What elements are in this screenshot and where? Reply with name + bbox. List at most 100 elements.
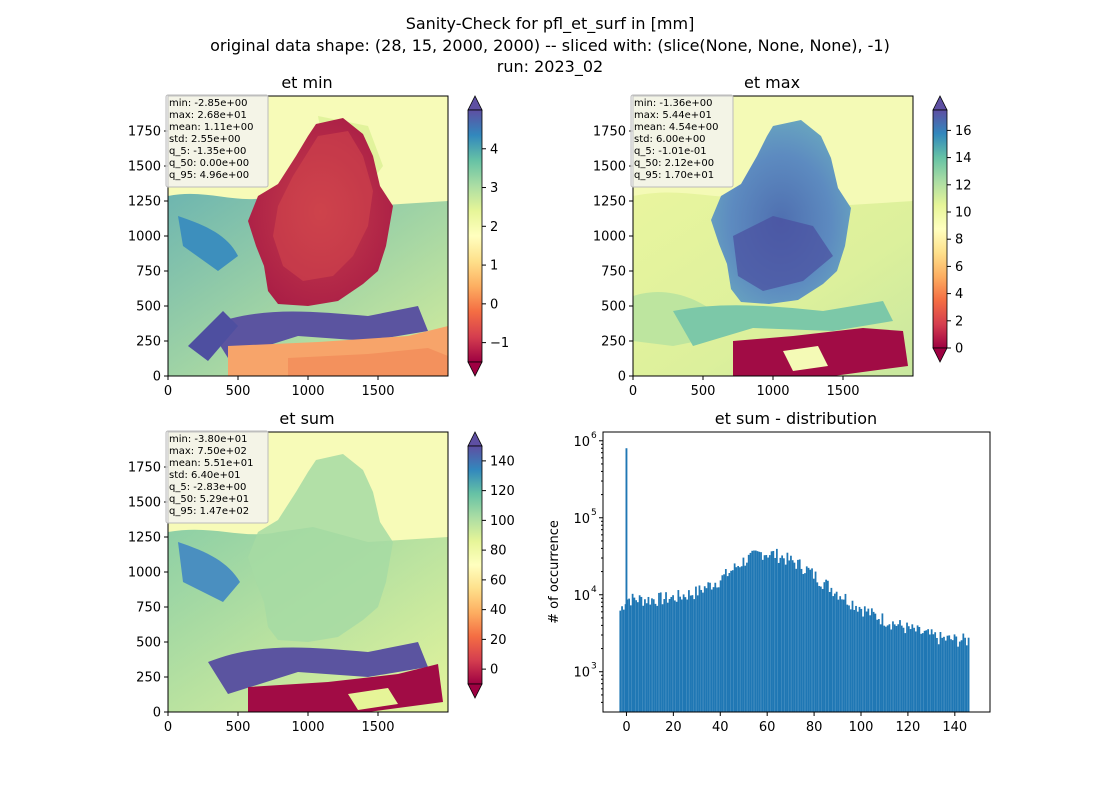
panel-title: et sum (279, 409, 334, 428)
alps-band (673, 301, 893, 346)
histogram-bar (768, 555, 771, 712)
histogram-bar (672, 595, 674, 712)
histogram-bar (684, 597, 687, 712)
colorbar-tick-label: 12 (955, 178, 972, 193)
histogram-bar (730, 570, 732, 712)
histogram-bar (635, 600, 638, 712)
alps-west (188, 311, 238, 361)
colorbar-tick-label: −1 (490, 336, 509, 351)
stats-line: max: 5.44e+01 (634, 110, 712, 121)
histogram-bar (805, 566, 808, 712)
histogram-bar (717, 587, 720, 712)
histogram-bar (651, 598, 653, 712)
histogram-bar (930, 629, 933, 712)
heatmap-image (168, 96, 448, 376)
histogram-bar (913, 627, 915, 712)
histogram-bar (958, 641, 961, 712)
histogram-bar (688, 590, 690, 712)
y-tick-label: 1500 (593, 160, 626, 175)
histogram-bar (659, 592, 662, 712)
y-tick-exponent: 5 (591, 508, 597, 518)
stats-line: std: 6.40e+01 (169, 470, 241, 481)
histogram-bar (839, 596, 842, 712)
y-tick-label: 1000 (128, 566, 161, 581)
y-tick-label: 250 (136, 335, 161, 350)
histogram-bar (902, 627, 905, 712)
histogram-bar (862, 616, 864, 712)
histogram-bar (739, 567, 741, 712)
histogram-bar (883, 625, 886, 712)
histogram-bar (950, 639, 952, 712)
histogram-bar (828, 591, 831, 712)
histogram-bar (779, 557, 782, 712)
colorbar-tick-label: 2 (490, 220, 498, 235)
y-tick-label: 10 (573, 435, 590, 450)
colorbar-gradient (932, 109, 948, 349)
panel-et-sum: et sum 0 500 1000 1500 02505007501000125015… (128, 409, 515, 735)
histogram-bar (823, 582, 826, 712)
y-tick-label: 10 (573, 666, 590, 681)
histogram-bar (702, 592, 704, 712)
colorbar-extend-min (932, 347, 948, 363)
y-tick-label: 500 (136, 300, 161, 315)
y-tick-label: 1750 (593, 125, 626, 140)
histogram-bar (853, 609, 856, 712)
stats-line: q_50: 0.00e+00 (169, 158, 249, 169)
y-tick-label: 1000 (128, 230, 161, 245)
panel-title: et max (744, 73, 800, 92)
histogram-bar (802, 574, 805, 712)
y-tick-label: 500 (601, 300, 626, 315)
y-tick-label: 1250 (128, 195, 161, 210)
histogram-bar (637, 602, 639, 712)
colorbar-tick-label: 4 (490, 142, 498, 157)
x-tick-label: 0 (164, 720, 172, 735)
colorbar-tick-label: 16 (955, 124, 972, 139)
histogram-bar (846, 604, 849, 712)
histogram-bar (897, 624, 900, 712)
germany-region (248, 454, 393, 642)
colorbar-tick-label: 14 (955, 151, 972, 166)
histogram-bar (858, 606, 861, 712)
colorbar-tick-label: 140 (490, 454, 515, 469)
histogram-bar (665, 592, 667, 712)
histogram-bar (937, 644, 940, 712)
histogram-bar (835, 591, 838, 712)
histogram-bar (710, 589, 713, 712)
histogram-bar (907, 626, 910, 712)
histogram-bar (848, 605, 850, 712)
histogram-bar (909, 629, 912, 712)
histogram-bar (705, 588, 708, 712)
stats-line: std: 2.55e+00 (169, 134, 241, 145)
histogram-bar (939, 632, 942, 712)
histogram-bar (890, 629, 893, 712)
stats-line: q_95: 4.96e+00 (169, 170, 249, 181)
histogram-bar (819, 586, 822, 712)
stats-line: max: 7.50e+02 (169, 446, 247, 457)
x-tick-label: 500 (226, 720, 251, 735)
panel-title: et min (281, 73, 332, 92)
histogram-bar (925, 630, 928, 712)
x-axis: 0 20 40 60 80 100 120 140 (622, 712, 967, 735)
histogram-bar (953, 634, 956, 712)
histogram-bar (628, 598, 630, 712)
histogram-bar (844, 593, 847, 712)
histogram-bar (631, 593, 634, 712)
y-tick-label: 0 (153, 706, 161, 721)
histogram-bar (640, 596, 643, 712)
histogram-bar (698, 585, 701, 712)
x-tick-label: 1000 (756, 384, 789, 399)
histogram-bar (732, 570, 734, 712)
stats-line: std: 6.00e+00 (634, 134, 706, 145)
histogram-bar (749, 552, 752, 712)
histogram-bar (906, 622, 908, 712)
colorbar-tick-label: 10 (955, 206, 972, 221)
x-axis: 0 500 1000 1500 (629, 376, 860, 399)
histogram-spike-bar (625, 448, 628, 712)
y-tick-label: 1500 (128, 160, 161, 175)
histogram-bar (955, 636, 958, 712)
histogram-bar (911, 624, 914, 712)
histogram-bar (619, 610, 622, 712)
colorbar-tick-label: 120 (490, 484, 515, 499)
